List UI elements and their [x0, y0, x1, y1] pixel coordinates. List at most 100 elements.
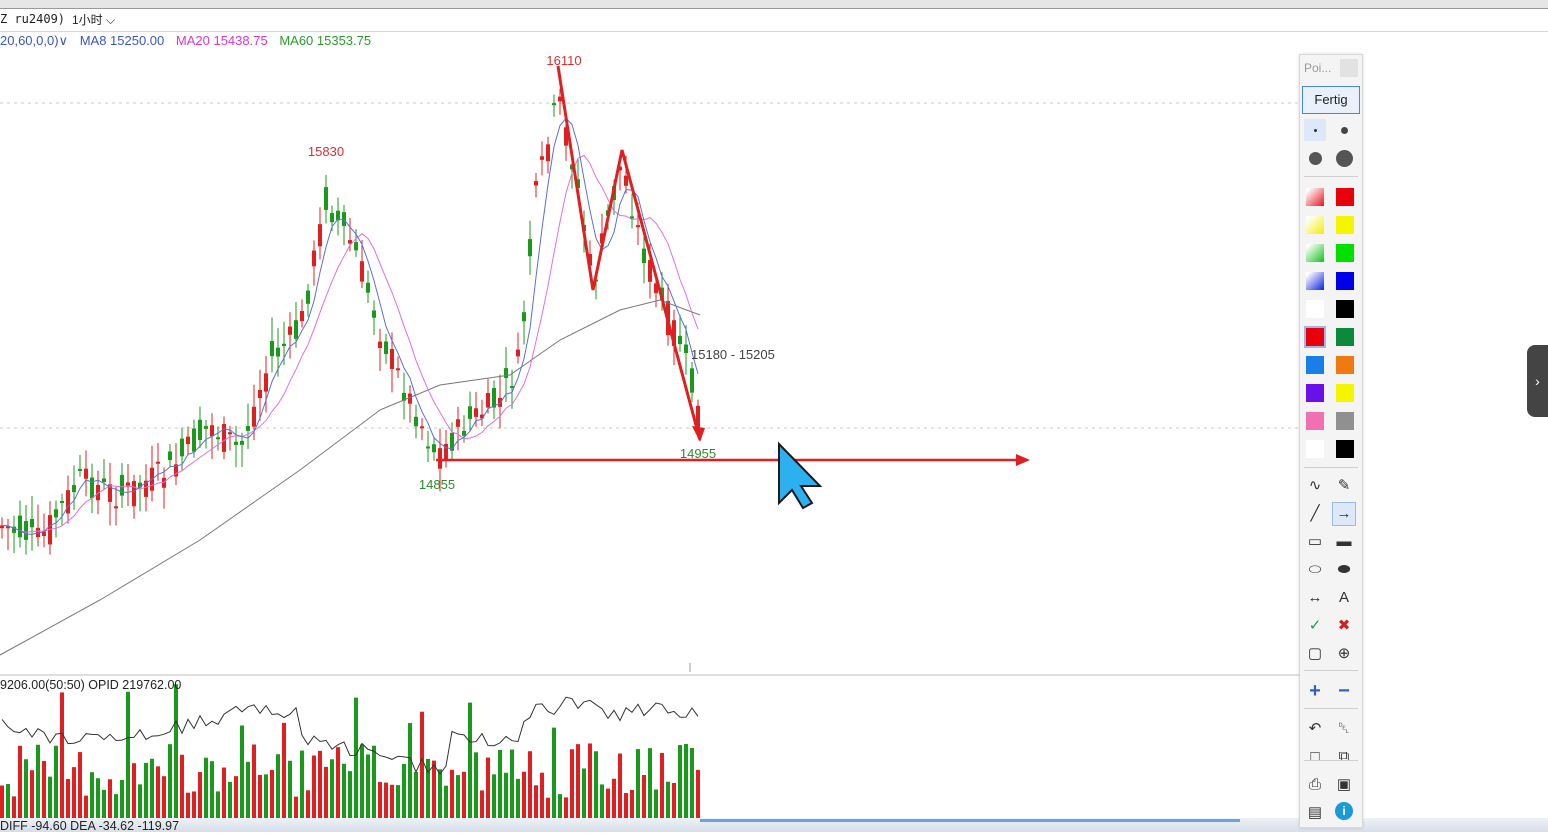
color-swatch-light[interactable] [1306, 244, 1324, 262]
volume-bar [414, 771, 418, 818]
side-panel-toggle[interactable]: › [1527, 345, 1548, 417]
save-icon[interactable]: ▣ [1336, 776, 1352, 793]
candle-body [90, 477, 94, 499]
color-swatch[interactable] [1306, 384, 1324, 402]
volume-bar [372, 745, 376, 818]
candle-body [198, 419, 202, 440]
volume-bar [156, 766, 160, 818]
volume-bar [456, 775, 460, 818]
candle-body [234, 441, 238, 445]
candle-body [66, 490, 70, 514]
candle-body [126, 482, 130, 487]
point-size-small[interactable] [1333, 119, 1355, 141]
color-swatch[interactable] [1336, 244, 1354, 262]
candle-body [138, 482, 142, 488]
color-swatch[interactable] [1336, 272, 1354, 290]
candle-body [600, 233, 604, 244]
volume-bar [54, 745, 58, 818]
done-button[interactable]: Fertig [1302, 86, 1360, 114]
color-swatch[interactable] [1336, 440, 1354, 458]
volume-bar [438, 769, 442, 818]
candle-body [42, 531, 46, 537]
candle-body [306, 290, 310, 304]
volume-bar [246, 761, 250, 818]
volume-bar [642, 774, 646, 818]
candle-body [282, 343, 286, 347]
cross-icon[interactable]: ✖ [1337, 617, 1351, 634]
minus-icon[interactable]: − [1338, 680, 1350, 702]
line-icon[interactable]: ╱ [1310, 505, 1320, 522]
zoom-icon[interactable]: ⊕ [1337, 645, 1351, 662]
color-swatch[interactable] [1336, 300, 1354, 318]
zigzag-annotation [556, 65, 702, 441]
candle-body [324, 187, 328, 210]
volume-bar [132, 763, 136, 818]
new-page-icon[interactable]: □ [1310, 748, 1320, 765]
ma60-value: MA60 15353.75 [279, 33, 372, 48]
point-size-medium[interactable] [1304, 147, 1326, 169]
candle-body [78, 468, 82, 471]
text-icon[interactable]: A [1338, 589, 1349, 606]
candle-body [132, 481, 136, 507]
point-size-large[interactable] [1333, 147, 1355, 169]
double-arrow-icon[interactable]: ↔ [1307, 589, 1323, 606]
point-size-tiny[interactable] [1304, 119, 1326, 141]
volume-bar [546, 797, 550, 818]
crop-icon[interactable]: ▢ [1307, 645, 1323, 662]
volume-bar [30, 770, 34, 818]
color-swatch[interactable] [1336, 216, 1354, 234]
candle-body [240, 440, 244, 445]
chevron-down-icon[interactable]: ∨ [58, 33, 69, 48]
candle-body [576, 179, 580, 189]
filled-rectangle-icon[interactable]: ▬ [1336, 533, 1352, 550]
filled-ellipse-icon[interactable]: ⬬ [1337, 561, 1351, 578]
candle-body [492, 387, 496, 408]
volume-bar [48, 776, 52, 818]
volume-bar [576, 744, 580, 818]
color-swatch-light[interactable] [1306, 272, 1324, 290]
pen-icon[interactable]: ✎ [1337, 477, 1351, 494]
color-swatch-light[interactable] [1306, 188, 1324, 206]
ellipse-icon[interactable]: ⬭ [1308, 561, 1322, 578]
curve-icon[interactable]: ∿ [1308, 477, 1322, 494]
arrow-line-icon[interactable]: → [1332, 502, 1356, 526]
candle-body [12, 526, 16, 533]
copy-icon[interactable]: ⧉ [1338, 748, 1350, 765]
color-swatch[interactable] [1336, 356, 1354, 374]
volume-bar [72, 767, 76, 818]
rectangle-icon[interactable]: ▭ [1307, 533, 1323, 550]
color-swatch[interactable] [1336, 188, 1354, 206]
color-swatch[interactable] [1306, 412, 1324, 430]
color-swatch[interactable] [1336, 384, 1354, 402]
color-swatch[interactable] [1336, 412, 1354, 430]
candle-body [342, 212, 346, 226]
candle-body [144, 480, 148, 497]
volume-bar [378, 782, 382, 818]
trash-icon[interactable]: ␡ [1337, 720, 1350, 737]
volume-bar [600, 784, 604, 818]
palette-minimize-button[interactable] [1340, 59, 1358, 77]
volume-bar [204, 757, 208, 818]
price-chart[interactable]: 15830 16110 14855 14955 15180 - 15205 [0, 32, 1300, 822]
candle-body [348, 240, 352, 244]
volume-bar [474, 752, 478, 818]
info-icon[interactable]: i [1335, 802, 1353, 820]
color-swatch-light[interactable] [1306, 300, 1324, 318]
scrollbar-thumb[interactable] [700, 819, 1240, 822]
plus-icon[interactable]: + [1309, 680, 1321, 702]
color-swatch[interactable] [1304, 326, 1326, 348]
check-icon[interactable]: ✓ [1308, 617, 1322, 634]
undo-icon[interactable]: ↶ [1308, 720, 1322, 737]
color-swatch[interactable] [1306, 440, 1324, 458]
color-swatch[interactable] [1306, 356, 1324, 374]
screen-icon[interactable]: ▤ [1307, 804, 1323, 821]
period-select[interactable]: 1小时 ⌵ [72, 11, 115, 28]
candle-body [618, 166, 622, 171]
color-swatch[interactable] [1336, 328, 1354, 346]
palette-separator [1304, 467, 1358, 468]
color-swatch-light[interactable] [1306, 216, 1324, 234]
candle-body [420, 426, 424, 429]
volume-bar [528, 751, 532, 818]
volume-bar [150, 758, 154, 818]
print-icon[interactable]: ⎙ [1308, 776, 1321, 793]
